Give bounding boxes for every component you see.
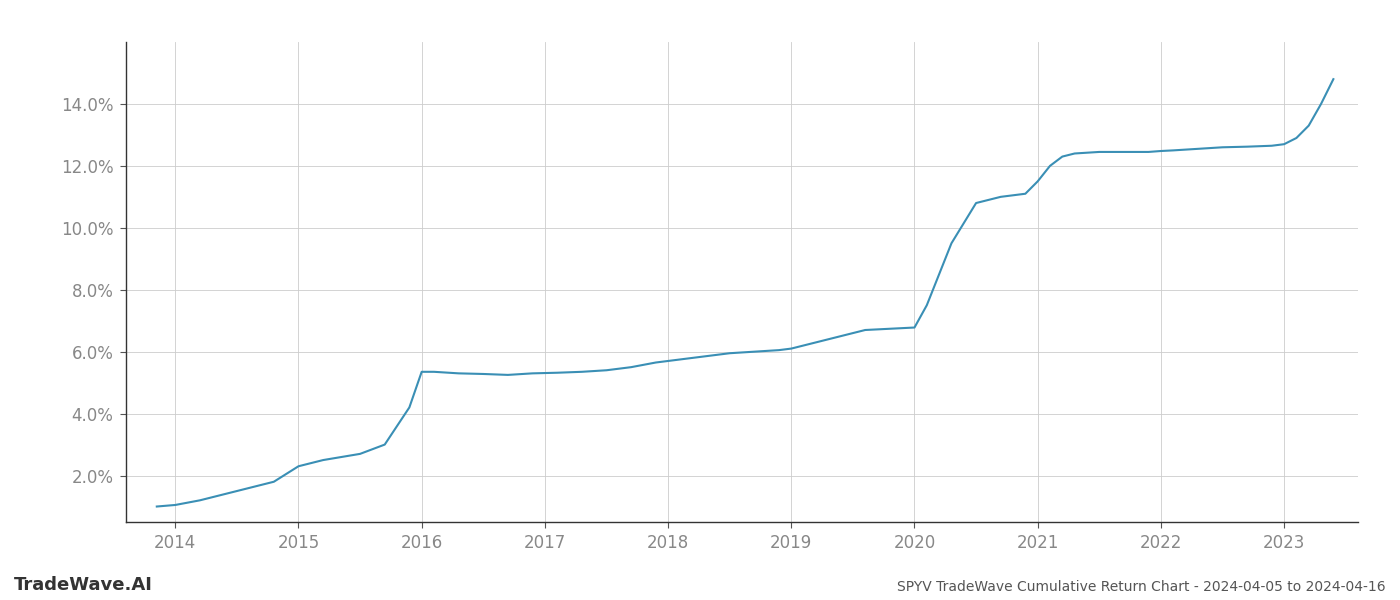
Text: TradeWave.AI: TradeWave.AI bbox=[14, 576, 153, 594]
Text: SPYV TradeWave Cumulative Return Chart - 2024-04-05 to 2024-04-16: SPYV TradeWave Cumulative Return Chart -… bbox=[897, 580, 1386, 594]
